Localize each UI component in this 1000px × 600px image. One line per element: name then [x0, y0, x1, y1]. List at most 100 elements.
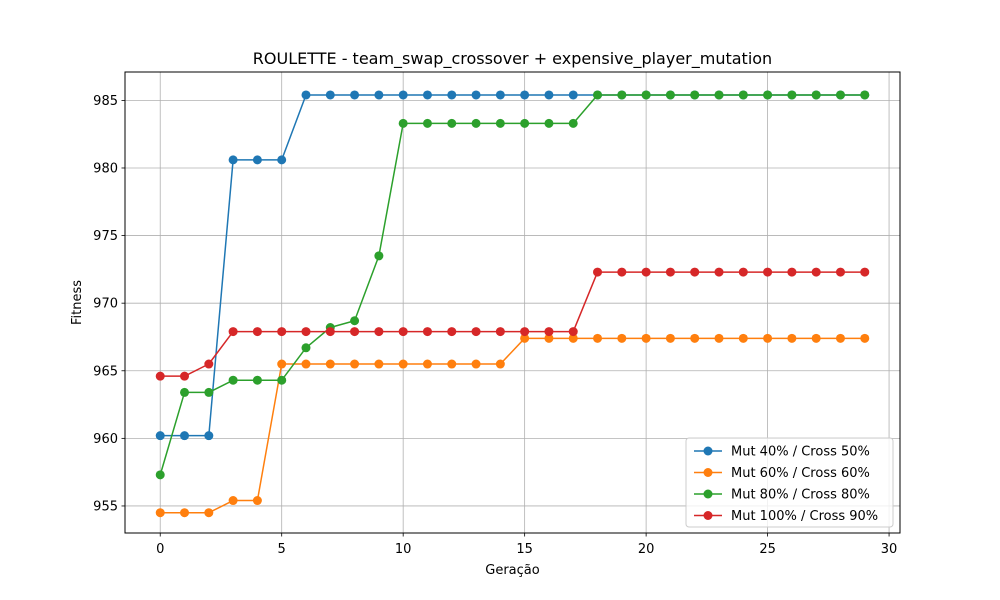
data-point — [738, 267, 748, 277]
data-point — [593, 90, 603, 100]
y-tick-label: 955 — [93, 499, 118, 514]
legend-marker — [703, 489, 713, 499]
y-tick-label: 975 — [93, 229, 118, 244]
y-tick-label: 980 — [93, 161, 118, 176]
data-point — [568, 327, 578, 337]
legend-marker — [703, 446, 713, 456]
data-point — [690, 267, 700, 277]
data-point — [787, 267, 797, 277]
data-point — [860, 333, 870, 343]
data-point — [520, 90, 530, 100]
data-point — [301, 327, 311, 337]
data-point — [398, 327, 408, 337]
data-point — [495, 359, 505, 369]
data-point — [738, 90, 748, 100]
legend-label: Mut 40% / Cross 50% — [731, 445, 870, 460]
data-point — [520, 118, 530, 128]
data-point — [301, 343, 311, 353]
data-point — [252, 155, 262, 165]
data-point — [787, 90, 797, 100]
data-point — [690, 333, 700, 343]
y-tick-label: 965 — [93, 364, 118, 379]
data-point — [180, 387, 190, 397]
grid — [125, 72, 900, 533]
legend-item: Mut 80% / Cross 80% — [694, 488, 870, 503]
data-point — [544, 90, 554, 100]
legend-label: Mut 60% / Cross 60% — [731, 466, 870, 481]
data-point — [155, 470, 165, 480]
data-point — [277, 327, 287, 337]
data-point — [350, 327, 360, 337]
data-point — [665, 333, 675, 343]
data-point — [228, 496, 238, 506]
data-point — [860, 267, 870, 277]
data-point — [301, 90, 311, 100]
legend-box — [685, 437, 894, 528]
x-tick-label: 30 — [881, 542, 898, 557]
data-point — [155, 508, 165, 518]
data-point — [228, 327, 238, 337]
data-point — [520, 327, 530, 337]
data-point — [180, 431, 190, 441]
data-point — [787, 333, 797, 343]
data-point — [422, 90, 432, 100]
data-point — [155, 431, 165, 441]
data-point — [422, 118, 432, 128]
chart-title: ROULETTE - team_swap_crossover + expensi… — [253, 49, 772, 69]
data-point — [471, 359, 481, 369]
x-tick-label: 20 — [638, 542, 655, 557]
data-point — [228, 375, 238, 385]
legend-label: Mut 80% / Cross 80% — [731, 488, 870, 503]
data-point — [593, 333, 603, 343]
data-point — [811, 267, 821, 277]
data-point — [811, 90, 821, 100]
data-point — [835, 333, 845, 343]
y-axis-label: Fitness — [70, 280, 85, 325]
y-tick-label: 960 — [93, 432, 118, 447]
legend-marker — [703, 511, 713, 520]
data-point — [471, 90, 481, 100]
data-point — [617, 333, 627, 343]
data-point — [763, 333, 773, 343]
data-point — [617, 267, 627, 277]
data-point — [422, 327, 432, 337]
data-point — [714, 333, 724, 343]
data-point — [763, 90, 773, 100]
axis-ticks: 0 5 10 15 20 25 30 955 960 965 970 975 980 985 — [93, 94, 897, 557]
x-tick-label: 25 — [759, 542, 776, 557]
series-2 — [155, 333, 870, 518]
legend: Mut 40% / Cross 50% Mut 60% / Cross 60% Mu… — [685, 437, 894, 528]
data-point — [520, 333, 530, 343]
data-point — [811, 333, 821, 343]
data-point — [544, 327, 554, 337]
data-point — [835, 267, 845, 277]
data-point — [398, 90, 408, 100]
data-point — [714, 267, 724, 277]
data-point — [277, 375, 287, 385]
y-tick-label: 985 — [93, 94, 118, 109]
plot-series — [155, 90, 870, 518]
data-point — [277, 155, 287, 165]
data-point — [204, 431, 214, 441]
data-point — [835, 90, 845, 100]
data-point — [374, 327, 384, 337]
data-point — [447, 327, 457, 337]
data-point — [277, 359, 287, 369]
data-point — [301, 359, 311, 369]
legend-item: Mut 60% / Cross 60% — [694, 466, 870, 481]
data-point — [447, 359, 457, 369]
data-point — [690, 90, 700, 100]
data-point — [350, 90, 360, 100]
x-tick-label: 10 — [395, 542, 412, 557]
data-point — [617, 90, 627, 100]
legend-label: Mut 100% / Cross 90% — [731, 509, 878, 524]
data-point — [204, 508, 214, 518]
data-point — [763, 267, 773, 277]
data-point — [325, 90, 335, 100]
data-point — [568, 333, 578, 343]
data-point — [495, 118, 505, 128]
data-point — [447, 118, 457, 128]
data-point — [568, 90, 578, 100]
data-point — [204, 359, 214, 369]
